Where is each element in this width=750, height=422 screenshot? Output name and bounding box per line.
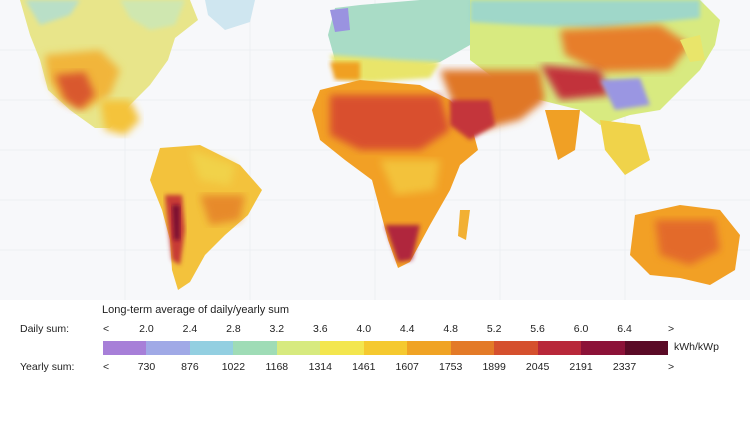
scale-swatch-5 <box>320 341 364 355</box>
yearly-tick: 1753 <box>439 361 463 373</box>
scale-swatch-8 <box>450 341 495 355</box>
europe <box>328 0 470 82</box>
scale-swatch-11 <box>581 341 625 355</box>
africa <box>312 80 478 268</box>
daily-tick: 4.8 <box>443 323 458 335</box>
scale-swatch-10 <box>537 341 582 355</box>
yearly-tick: 730 <box>137 361 156 373</box>
yearly-tick: 1461 <box>352 361 376 373</box>
color-scale-bar <box>103 341 669 355</box>
madagascar <box>458 210 470 240</box>
daily-tick: 5.6 <box>530 323 545 335</box>
daily-tick: 5.2 <box>486 323 502 335</box>
yearly-tick: 1314 <box>308 361 332 373</box>
daily-tick: 6.0 <box>573 323 589 335</box>
scale-swatch-12 <box>624 341 669 355</box>
scale-swatch-3 <box>233 341 277 355</box>
scale-swatch-6 <box>363 341 408 355</box>
daily-tick: 3.2 <box>269 323 285 335</box>
australia <box>630 205 740 285</box>
daily-tick: 4.0 <box>356 323 372 335</box>
yearly-tick: 2191 <box>569 361 593 373</box>
yearly-tick: 1607 <box>395 361 419 373</box>
legend: Long-term average of daily/yearly sum Da… <box>0 300 750 422</box>
yearly-tick: 1899 <box>482 361 506 373</box>
scale-swatch-9 <box>494 341 538 355</box>
india <box>545 110 580 160</box>
world-map <box>0 0 750 300</box>
asia <box>440 0 720 175</box>
british-isles <box>330 8 350 32</box>
scale-swatch-2 <box>189 341 234 355</box>
daily-sum-label: Daily sum: <box>20 323 70 335</box>
scale-swatch-4 <box>276 341 321 355</box>
scale-swatch-1 <box>146 341 190 355</box>
north-america <box>20 0 198 135</box>
yearly-tick: 1168 <box>265 361 289 373</box>
daily-tick: 4.4 <box>399 323 415 335</box>
yearly-lt-symbol: < <box>103 361 110 373</box>
daily-gt-symbol: > <box>668 323 675 335</box>
yearly-tick: 2045 <box>525 361 550 373</box>
south-america <box>150 145 262 290</box>
daily-tick: 2.8 <box>226 323 241 335</box>
daily-tick: 2.4 <box>182 323 198 335</box>
solar-irradiation-map <box>0 0 750 300</box>
scale-swatch-7 <box>407 341 451 355</box>
yearly-sum-label: Yearly sum: <box>20 361 75 373</box>
greenland <box>205 0 255 30</box>
unit-label: kWh/kWp <box>674 341 719 353</box>
yearly-tick: 1022 <box>221 361 246 373</box>
yearly-tick: 876 <box>181 361 199 373</box>
daily-tick: 6.4 <box>617 323 632 335</box>
daily-tick: 3.6 <box>312 323 328 335</box>
legend-title: Long-term average of daily/yearly sum <box>102 304 290 316</box>
scale-swatch-0 <box>103 341 147 355</box>
southeast-asia <box>600 120 650 175</box>
yearly-tick: 2337 <box>612 361 637 373</box>
daily-lt-symbol: < <box>103 323 110 335</box>
yearly-gt-symbol: > <box>668 361 675 373</box>
daily-tick: 2.0 <box>139 323 154 335</box>
japan <box>680 35 705 62</box>
